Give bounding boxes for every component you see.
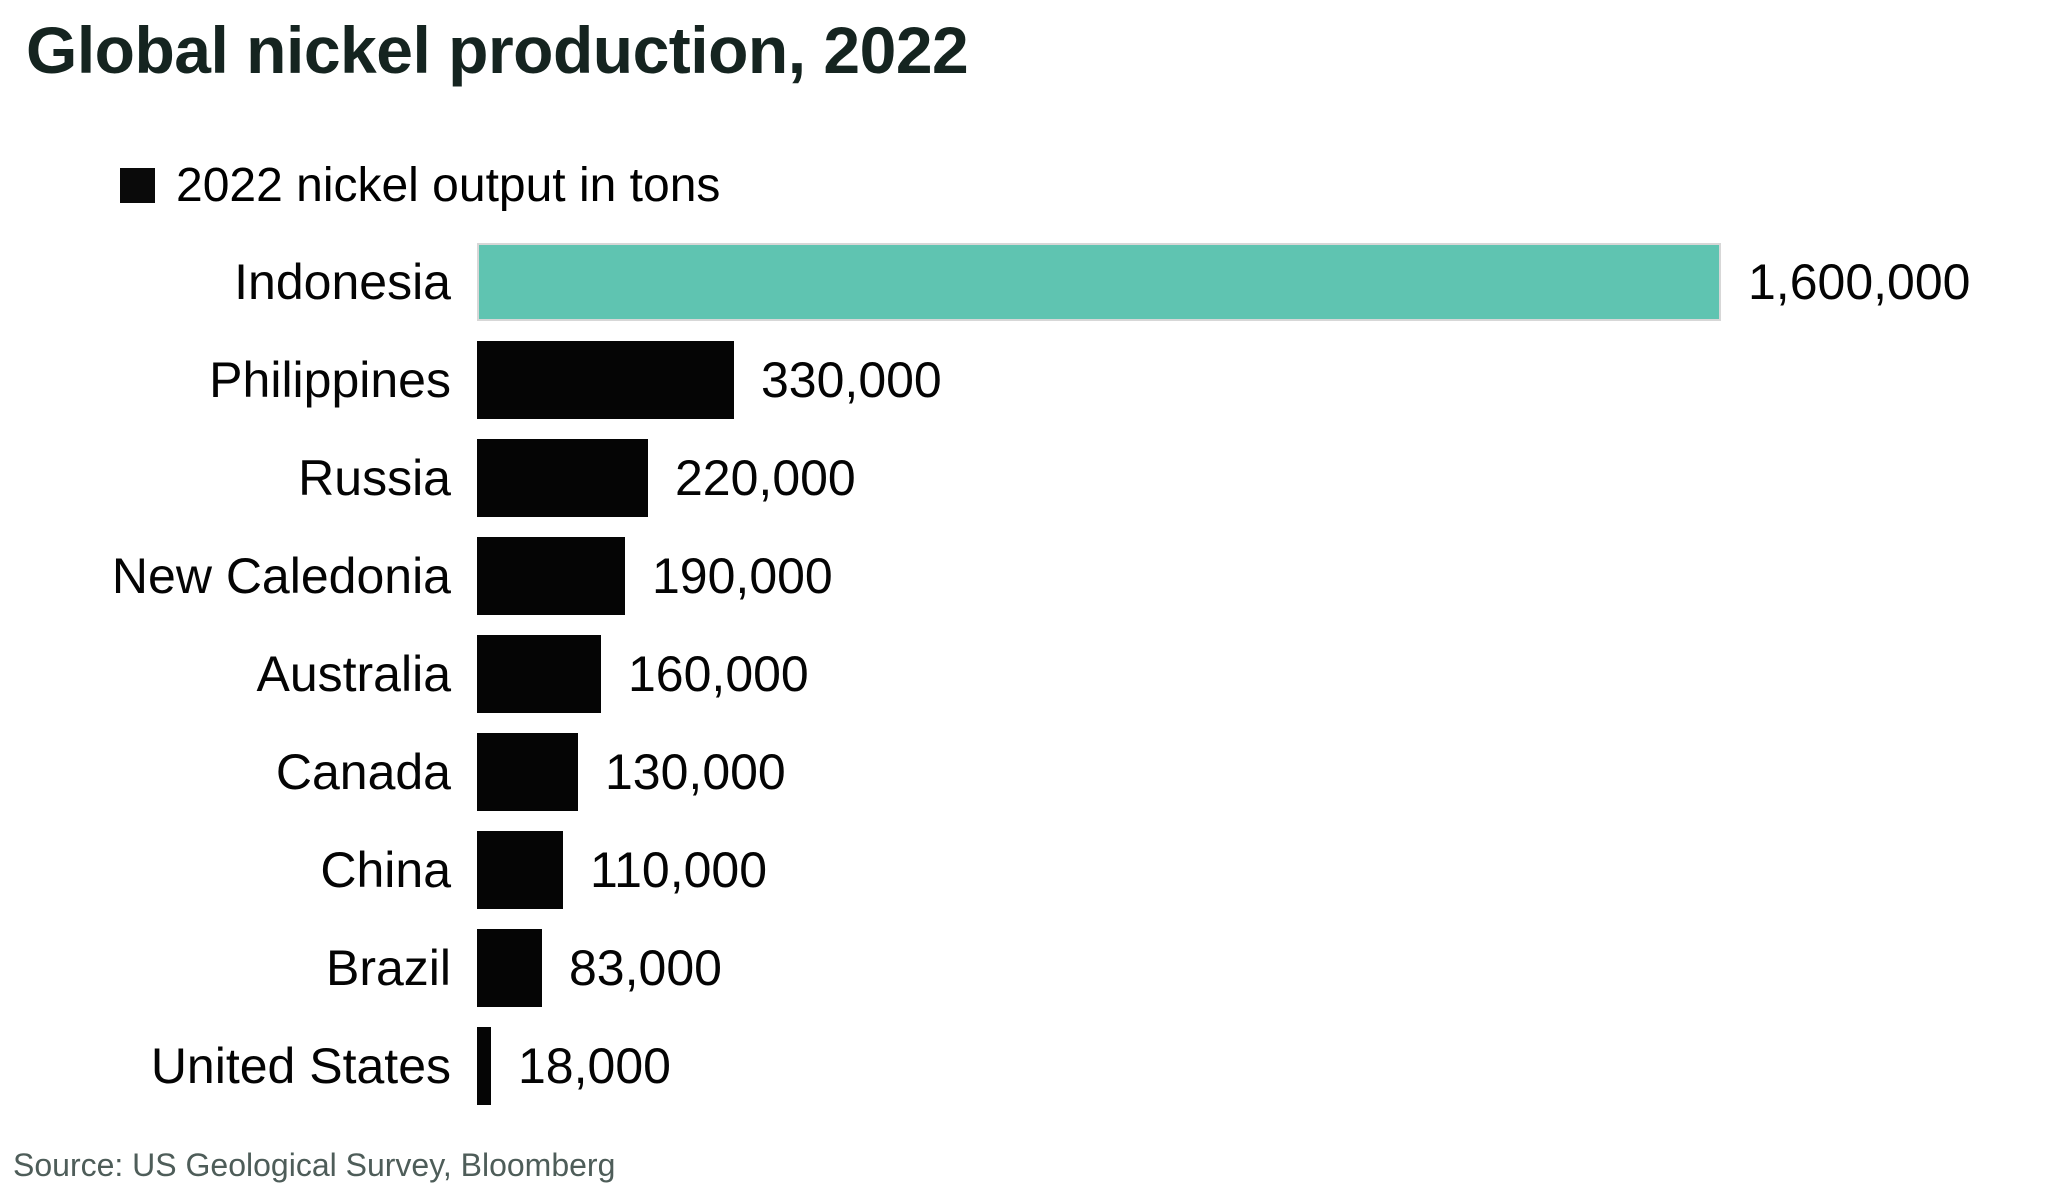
value-label: 1,600,000 (1748, 254, 1971, 310)
category-label: Indonesia (234, 254, 451, 310)
category-label: Brazil (325, 940, 451, 996)
bar-canada (477, 733, 578, 811)
bar-brazil (477, 929, 542, 1007)
value-label: 130,000 (605, 744, 786, 800)
value-label: 18,000 (518, 1038, 671, 1094)
chart-row: Australia 160,000 (0, 635, 2048, 713)
chart-row: China 110,000 (0, 831, 2048, 909)
value-label: 83,000 (569, 940, 722, 996)
value-label: 220,000 (675, 450, 856, 506)
value-label: 160,000 (628, 646, 809, 702)
chart-row: Indonesia 1,600,000 (0, 243, 2048, 321)
category-label: New Caledonia (111, 548, 451, 604)
value-label: 190,000 (652, 548, 833, 604)
bar-chart-plot-area: Indonesia 1,600,000 Philippines 330,000 Russ… (0, 243, 2048, 1125)
chart-title: Global nickel production, 2022 (26, 13, 969, 87)
chart-row: Brazil 83,000 (0, 929, 2048, 1007)
chart-row: New Caledonia 190,000 (0, 537, 2048, 615)
source-attribution: Source: US Geological Survey, Bloomberg (13, 1147, 616, 1183)
bar-united-states (477, 1027, 491, 1105)
category-label: Russia (298, 450, 451, 506)
value-label: 330,000 (761, 352, 942, 408)
legend-label: 2022 nickel output in tons (176, 158, 721, 212)
legend-swatch-icon (120, 167, 155, 203)
chart-row: Canada 130,000 (0, 733, 2048, 811)
bar-china (477, 831, 563, 909)
bar-russia (477, 439, 648, 517)
bar-australia (477, 635, 601, 713)
category-label: United States (150, 1038, 451, 1094)
category-label: China (320, 842, 451, 898)
bar-philippines (477, 341, 734, 419)
bar-new-caledonia (477, 537, 625, 615)
bar-indonesia (477, 243, 1721, 321)
value-label: 110,000 (590, 842, 768, 898)
chart-row: Philippines 330,000 (0, 341, 2048, 419)
chart-row: United States 18,000 (0, 1027, 2048, 1105)
category-label: Australia (256, 646, 451, 702)
chart-legend: 2022 nickel output in tons (120, 158, 721, 212)
category-label: Philippines (209, 352, 451, 408)
category-label: Canada (275, 744, 451, 800)
chart-row: Russia 220,000 (0, 439, 2048, 517)
